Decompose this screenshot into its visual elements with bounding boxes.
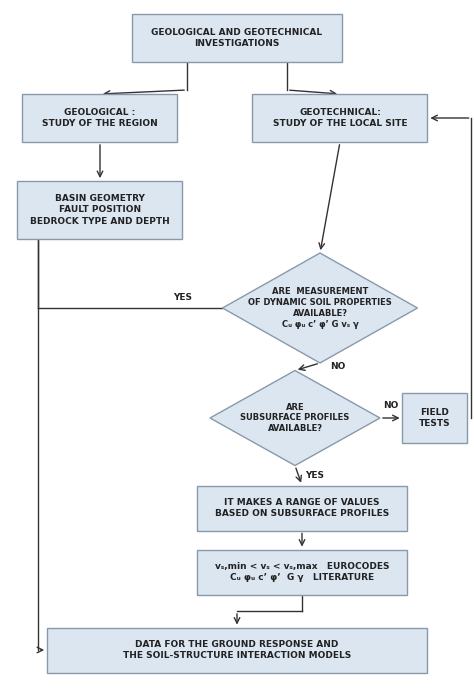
Text: ARE  MEASUREMENT
OF DYNAMIC SOIL PROPERTIES
AVAILABLE?
Cᵤ φᵤ c’ φ’ G vₛ γ: ARE MEASUREMENT OF DYNAMIC SOIL PROPERTI… xyxy=(248,287,392,329)
Text: FIELD
TESTS: FIELD TESTS xyxy=(419,408,451,428)
FancyBboxPatch shape xyxy=(197,486,407,530)
Text: GEOTECHNICAL:
STUDY OF THE LOCAL SITE: GEOTECHNICAL: STUDY OF THE LOCAL SITE xyxy=(273,108,407,128)
FancyBboxPatch shape xyxy=(402,393,467,443)
Text: YES: YES xyxy=(173,294,192,303)
FancyBboxPatch shape xyxy=(47,628,427,672)
Text: BASIN GEOMETRY
FAULT POSITION
BEDROCK TYPE AND DEPTH: BASIN GEOMETRY FAULT POSITION BEDROCK TY… xyxy=(30,194,170,226)
FancyBboxPatch shape xyxy=(22,94,177,142)
FancyBboxPatch shape xyxy=(253,94,428,142)
Text: vₛ,min < vₛ < vₛ,max   EUROCODES
Cᵤ φᵤ c’ φ’  G γ   LITERATURE: vₛ,min < vₛ < vₛ,max EUROCODES Cᵤ φᵤ c’ … xyxy=(215,562,389,583)
Polygon shape xyxy=(222,253,418,363)
Text: IT MAKES A RANGE OF VALUES
BASED ON SUBSURFACE PROFILES: IT MAKES A RANGE OF VALUES BASED ON SUBS… xyxy=(215,498,389,519)
FancyBboxPatch shape xyxy=(197,550,407,594)
Text: ARE
SUBSURFACE PROFILES
AVAILABLE?: ARE SUBSURFACE PROFILES AVAILABLE? xyxy=(240,403,350,433)
Text: GEOLOGICAL AND GEOTECHNICAL
INVESTIGATIONS: GEOLOGICAL AND GEOTECHNICAL INVESTIGATIO… xyxy=(151,28,323,48)
Text: YES: YES xyxy=(306,471,325,480)
FancyBboxPatch shape xyxy=(132,14,342,62)
Text: NO: NO xyxy=(383,402,399,411)
Text: DATA FOR THE GROUND RESPONSE AND
THE SOIL-STRUCTURE INTERACTION MODELS: DATA FOR THE GROUND RESPONSE AND THE SOI… xyxy=(123,640,351,661)
FancyBboxPatch shape xyxy=(18,181,182,239)
Text: NO: NO xyxy=(330,362,346,371)
Polygon shape xyxy=(210,370,380,466)
Text: GEOLOGICAL :
STUDY OF THE REGION: GEOLOGICAL : STUDY OF THE REGION xyxy=(42,108,158,128)
